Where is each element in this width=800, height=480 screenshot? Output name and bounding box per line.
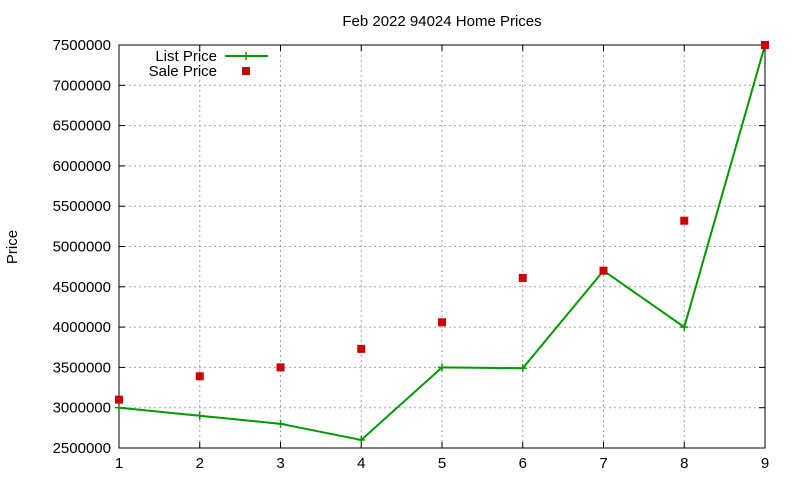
- y-tick-label: 4500000: [53, 279, 111, 296]
- sale-price-point: [599, 266, 608, 275]
- list-price-point: [518, 364, 527, 373]
- y-tick-label: 4000000: [53, 319, 111, 336]
- x-tick-label: 6: [519, 455, 527, 472]
- sale-price-point: [518, 273, 527, 282]
- y-axis-label: Price: [4, 230, 21, 264]
- chart-title: Feb 2022 94024 Home Prices: [342, 13, 541, 30]
- list-price-point: [195, 411, 204, 420]
- list-price-point: [357, 435, 366, 444]
- y-tick-label: 5500000: [53, 198, 111, 215]
- list-price-point: [438, 363, 446, 372]
- x-tick-label: 5: [438, 455, 446, 472]
- legend-label-list-price: List Price: [155, 48, 217, 65]
- x-tick-label: 4: [357, 455, 365, 472]
- sale-price-point: [276, 363, 285, 372]
- sale-price-series: [115, 41, 769, 404]
- sale-price-point: [680, 216, 689, 225]
- y-tick-label: 7000000: [53, 77, 111, 94]
- list-price-point: [115, 403, 123, 412]
- sale-price-point: [357, 344, 366, 353]
- y-tick-label: 5000000: [53, 239, 111, 256]
- legend-marker-list-price: [242, 52, 250, 60]
- grid: [119, 45, 765, 448]
- x-tick-label: 7: [599, 455, 607, 472]
- legend-label-sale-price: Sale Price: [149, 63, 217, 80]
- x-tick-label: 9: [761, 455, 769, 472]
- list-price-point: [680, 323, 689, 332]
- y-tick-label: 6500000: [53, 118, 111, 135]
- y-tick-label: 6000000: [53, 158, 111, 175]
- y-tick-label: 7500000: [53, 37, 111, 54]
- y-tick-label: 3500000: [53, 359, 111, 376]
- y-tick-label: 2500000: [53, 440, 111, 457]
- sale-price-point: [438, 318, 446, 327]
- sale-price-point: [761, 41, 769, 49]
- sale-price-point: [195, 372, 204, 381]
- plot-area-border: [118, 44, 766, 449]
- legend-marker-sale-price: [242, 67, 250, 75]
- tick-labels: 1 2 3 4 5 6 7 8 9 2500000 3000000 3500000 4000000 450…: [53, 37, 770, 472]
- x-tick-label: 3: [276, 455, 284, 472]
- sale-price-point: [115, 395, 123, 404]
- x-tick-label: 1: [115, 455, 123, 472]
- x-tick-label: 2: [196, 455, 204, 472]
- list-price-point: [276, 419, 285, 428]
- x-tick-label: 8: [680, 455, 688, 472]
- y-tick-label: 3000000: [53, 400, 111, 417]
- series-layer: [115, 41, 769, 444]
